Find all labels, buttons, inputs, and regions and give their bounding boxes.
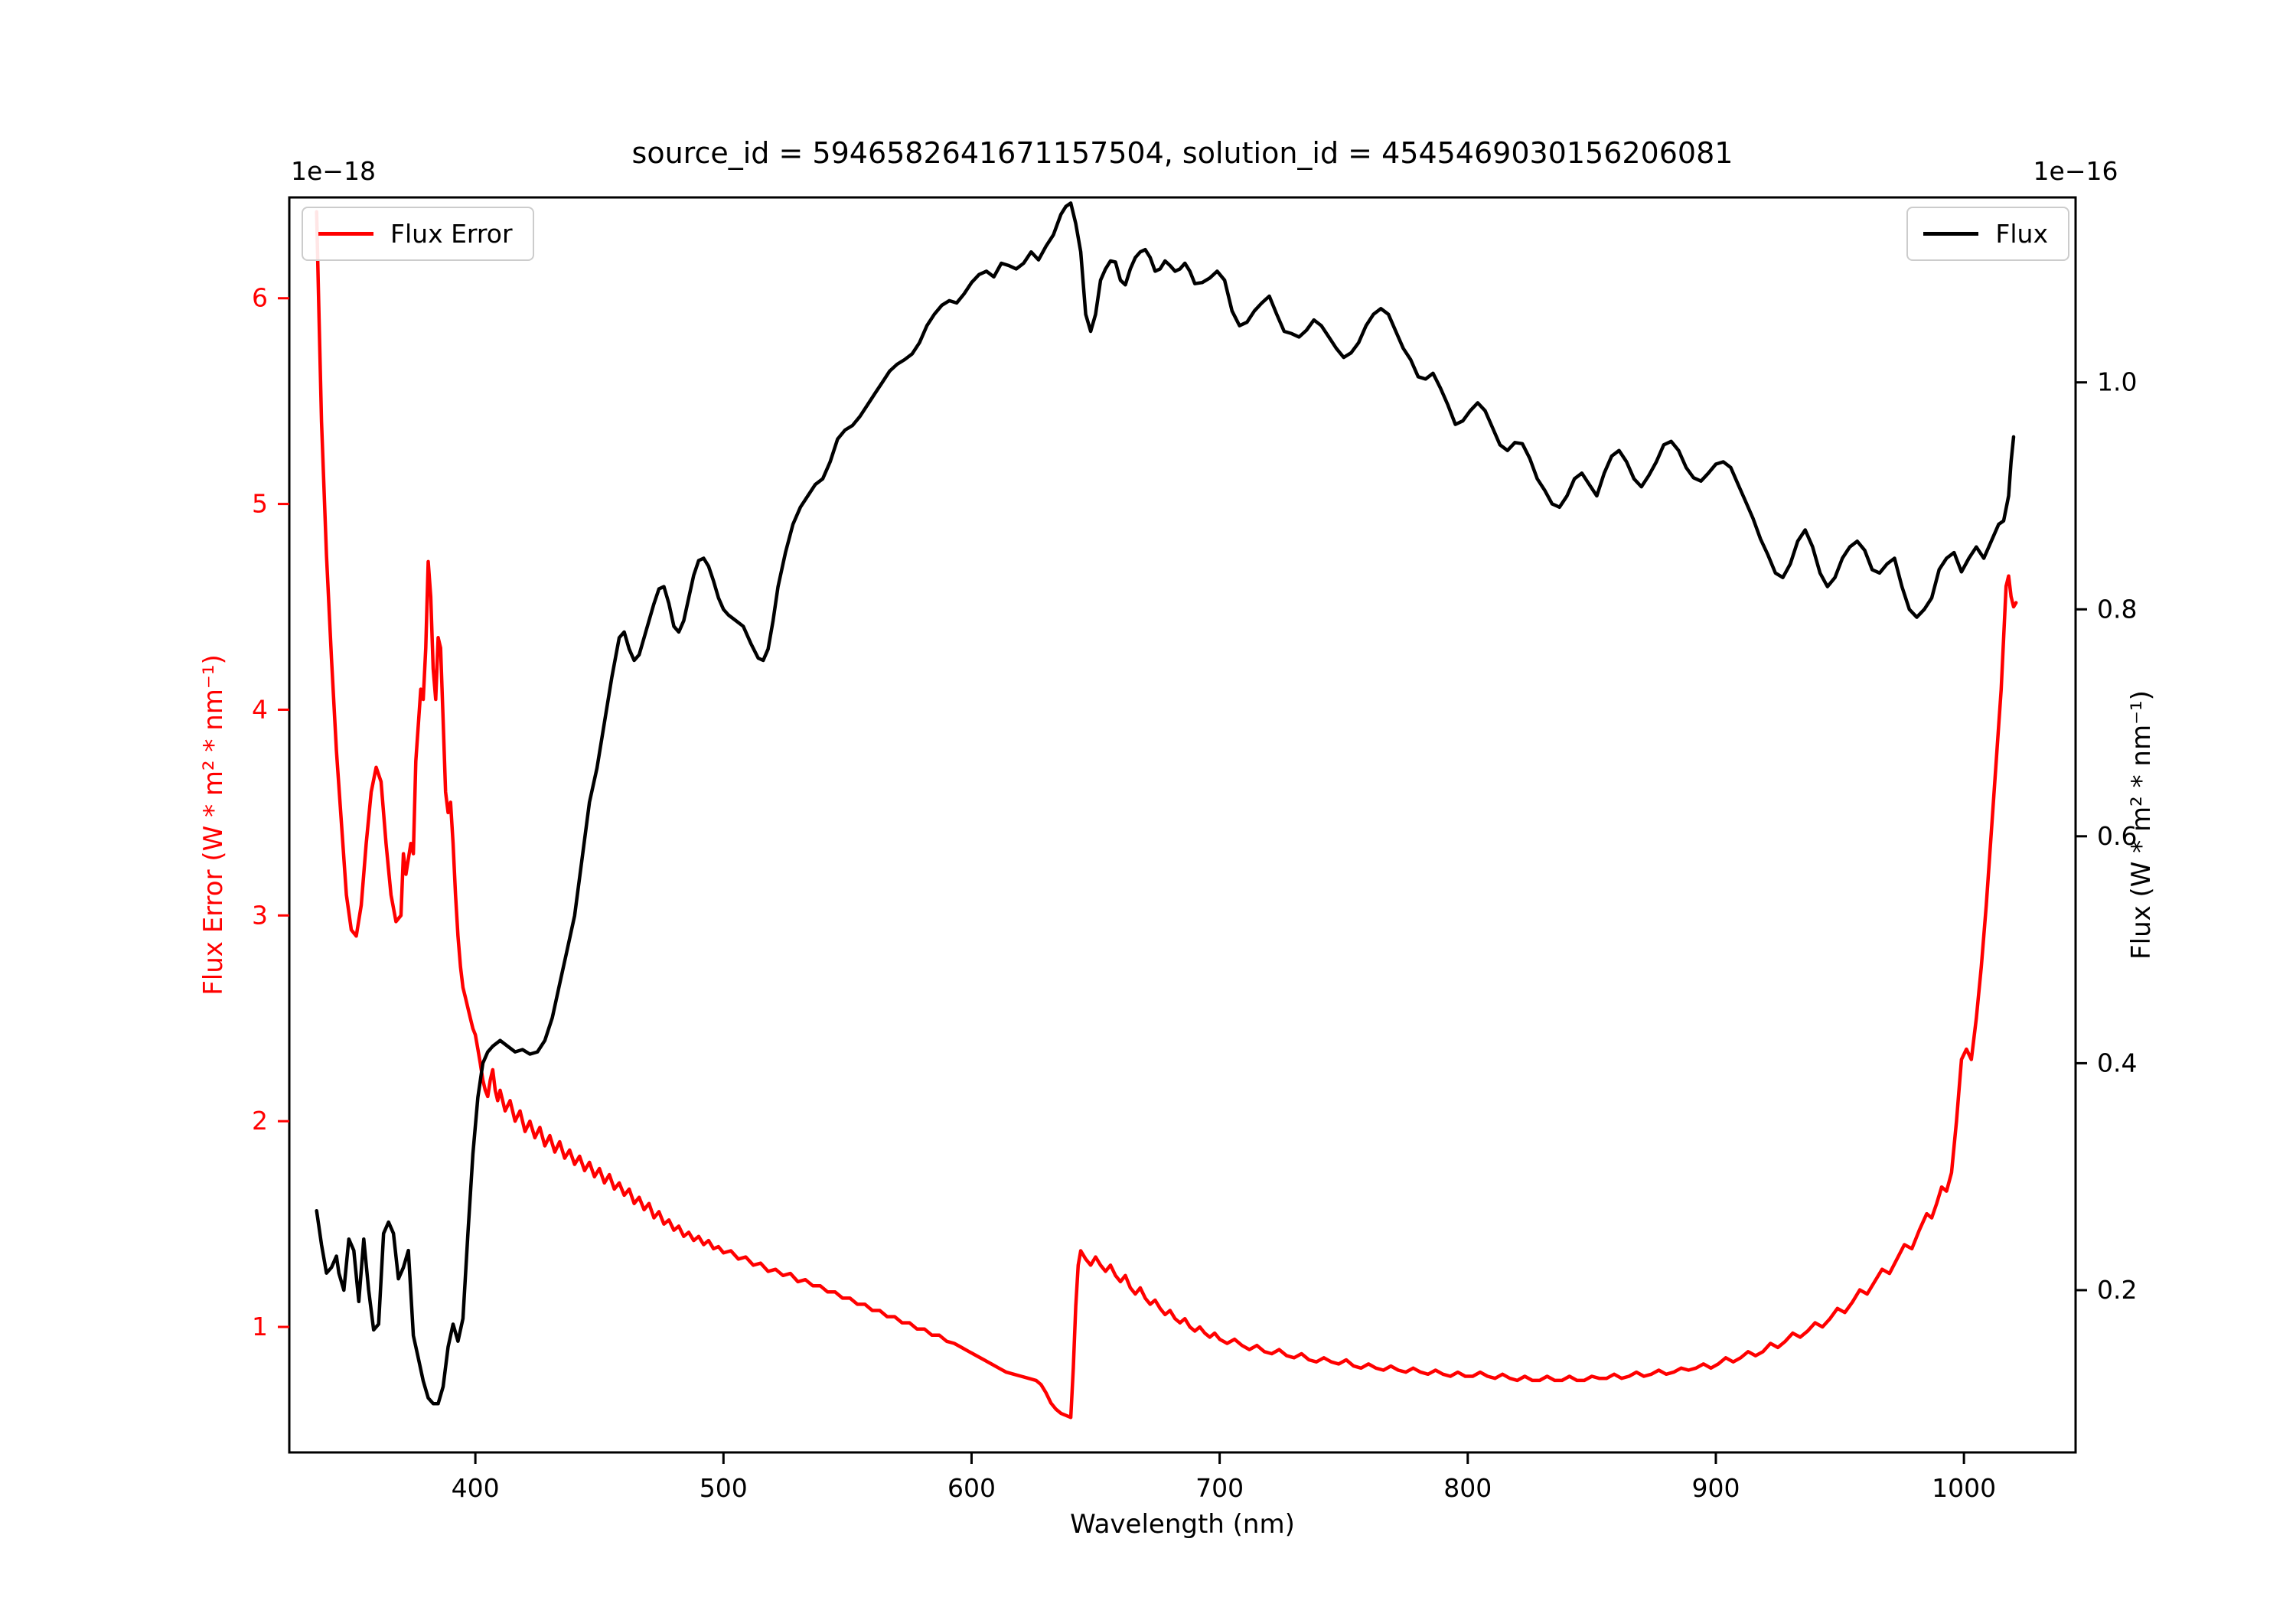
- flux-line-swatch: [1923, 232, 1979, 236]
- x-tick-label: 600: [947, 1473, 996, 1503]
- x-axis-label: Wavelength (nm): [1070, 1509, 1295, 1540]
- x-tick-label: 700: [1195, 1473, 1244, 1503]
- left-tick-label: 6: [252, 283, 268, 313]
- legend-flux: Flux: [1906, 207, 2069, 261]
- right-tick-label: 0.8: [2097, 594, 2137, 624]
- x-tick-label: 900: [1691, 1473, 1740, 1503]
- series-line-0: [315, 210, 2018, 1420]
- left-axis-offset-text: 1e−18: [291, 156, 376, 186]
- x-tick-label: 400: [452, 1473, 500, 1503]
- right-axis-offset-text: 1e−16: [2033, 156, 2118, 186]
- legend-label-flux: Flux: [1995, 219, 2048, 249]
- flux-error-line-swatch: [318, 232, 373, 236]
- left-tick-label: 3: [252, 900, 268, 930]
- right-tick-label: 0.6: [2097, 821, 2137, 851]
- chart-title: source_id = 5946582641671157504, solutio…: [631, 136, 1733, 170]
- left-tick-label: 5: [252, 489, 268, 519]
- x-tick-label: 500: [700, 1473, 748, 1503]
- left-tick-label: 2: [252, 1106, 268, 1136]
- left-tick-label: 4: [252, 694, 268, 724]
- left-tick-label: 1: [252, 1312, 268, 1341]
- axes-frame: [288, 196, 2077, 1454]
- right-tick-label: 1.0: [2097, 367, 2137, 397]
- series-line-1: [315, 201, 2016, 1406]
- legend-flux-error: Flux Error: [302, 207, 534, 261]
- legend-label-flux-error: Flux Error: [390, 219, 513, 249]
- right-tick-label: 0.2: [2097, 1275, 2137, 1305]
- right-tick-label: 0.4: [2097, 1048, 2137, 1077]
- x-tick-label: 1000: [1932, 1473, 1996, 1503]
- x-tick-label: 800: [1443, 1473, 1492, 1503]
